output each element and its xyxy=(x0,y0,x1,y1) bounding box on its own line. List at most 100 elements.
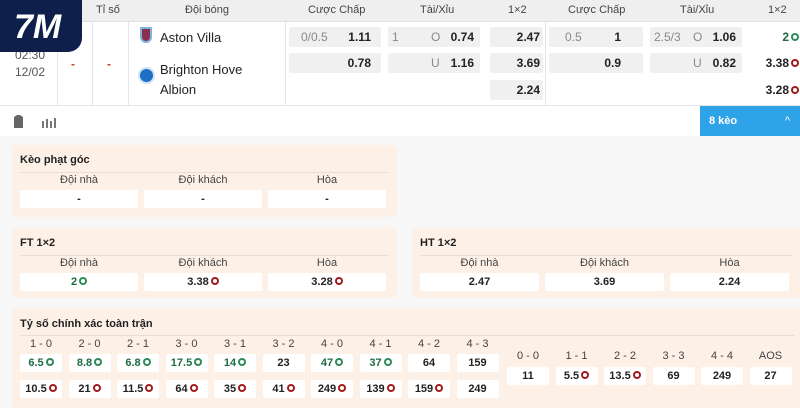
corner-odds-panel: Kèo phạt góc Đội nhà - Đội khách - Hòa - xyxy=(12,145,397,217)
aston-villa-crest-icon xyxy=(140,27,152,43)
jersey-icon[interactable] xyxy=(12,115,25,128)
odds-value: 8.8 xyxy=(76,357,93,369)
col-header: Tài/Xỉu xyxy=(680,4,715,16)
odds-cell[interactable]: 35 xyxy=(214,380,256,398)
odds-cell[interactable]: 69 xyxy=(652,367,695,385)
odds-cell[interactable]: 27 xyxy=(749,367,792,385)
odds-cell[interactable]: 8.8 xyxy=(68,354,111,372)
outcome-label: Đội khách xyxy=(580,257,629,269)
panel-title: FT 1×2 xyxy=(20,237,56,249)
odds-up-icon xyxy=(238,358,247,366)
panel-title: Kèo phạt góc xyxy=(20,154,90,166)
odds-cell[interactable]: 21 xyxy=(68,380,111,398)
col-header: 1×2 xyxy=(768,4,787,16)
odds-cell[interactable]: - xyxy=(144,190,262,208)
odds-cell[interactable]: 3.69 xyxy=(545,273,664,291)
ht-over-under-cell[interactable]: U 0.82 xyxy=(650,53,742,73)
odds-up-icon xyxy=(791,33,799,41)
odds-down-icon xyxy=(210,277,219,285)
odds-value: 11.5 xyxy=(122,383,144,395)
odds-cell[interactable]: 41 xyxy=(262,380,305,398)
ft-handicap-cell[interactable]: 0/0.5 1.11 xyxy=(289,27,381,47)
ht-handicap-cell[interactable]: 0.5 1 xyxy=(549,27,643,47)
odds-cell[interactable]: 17.5 xyxy=(165,354,208,372)
col-header: 1×2 xyxy=(508,4,527,16)
odds-cell[interactable]: - xyxy=(20,190,138,208)
score-label: 4 - 1 xyxy=(369,338,392,350)
home-team[interactable]: Aston Villa xyxy=(160,30,222,45)
chevron-up-icon: ^ xyxy=(784,115,790,127)
odds-cell[interactable]: 13.5 xyxy=(604,367,646,385)
odds-value: 0.78 xyxy=(347,56,371,70)
ft-1x2-panel: FT 1×2 Đội nhà 2 Đội khách 3.38 Hòa 3.28 xyxy=(12,228,397,298)
ht-1x2-cell[interactable]: 3.38 xyxy=(751,53,800,73)
score-label: 3 - 3 xyxy=(662,350,685,362)
away-team[interactable]: Brighton Hove Albion xyxy=(160,62,243,97)
ft-1x2-cell[interactable]: 2.24 xyxy=(490,80,543,100)
odds-down-icon xyxy=(338,384,347,392)
odds-value: 14 xyxy=(223,357,237,369)
odds-cell[interactable]: 159 xyxy=(456,354,499,372)
odds-value: 2 xyxy=(782,30,789,44)
team-col-header: Đội bóng xyxy=(185,4,230,16)
brighton-crest-icon xyxy=(138,67,155,84)
score-label: 4 - 3 xyxy=(466,338,489,350)
odds-cell[interactable]: 3.28 xyxy=(268,273,386,291)
correct-score-panel: Tỷ số chính xác toàn trận 1 - 0 6.5 10.5 2 -… xyxy=(12,308,800,408)
odds-cell[interactable]: - xyxy=(268,190,386,208)
more-odds-button[interactable]: 8 kèo ^ xyxy=(700,106,800,136)
odds-value: 159 xyxy=(468,357,487,369)
score-label: 1 - 1 xyxy=(565,350,588,362)
odds-cell[interactable]: 23 xyxy=(262,354,305,372)
odds-cell[interactable]: 10.5 xyxy=(20,380,62,398)
odds-value: 37 xyxy=(369,357,382,369)
odds-cell[interactable]: 6.5 xyxy=(20,354,62,372)
odds-cell[interactable]: 11.5 xyxy=(117,380,159,398)
panel-title: Tỷ số chính xác toàn trận xyxy=(20,318,153,330)
odds-value: 6.8 xyxy=(125,357,141,369)
ht-handicap-cell[interactable]: 0.9 xyxy=(549,53,643,73)
7m-logo-icon: 7M xyxy=(14,8,62,46)
score-label: 4 - 2 xyxy=(417,338,440,350)
score: - xyxy=(107,57,111,71)
stats-chart-icon[interactable] xyxy=(41,115,57,128)
score-label: 2 - 2 xyxy=(613,350,636,362)
odds-cell[interactable]: 249 xyxy=(311,380,353,398)
odds-value: 10.5 xyxy=(25,383,47,395)
odds-cell[interactable]: 2.24 xyxy=(670,273,789,291)
odds-cell[interactable]: 2 xyxy=(20,273,138,291)
ft-over-under-cell[interactable]: 1 O 0.74 xyxy=(388,27,480,47)
match-row[interactable]: 02:30 12/02 - - Aston Villa Brighton Hov… xyxy=(0,22,800,106)
odds-value: 3.38 xyxy=(765,56,789,70)
ft-over-under-cell[interactable]: U 1.16 xyxy=(388,53,480,73)
ft-handicap-cell[interactable]: 0.78 xyxy=(289,53,381,73)
odds-cell[interactable]: 6.8 xyxy=(117,354,159,372)
ht-1x2-cell[interactable]: 2 xyxy=(751,27,800,47)
odds-cell[interactable]: 11 xyxy=(507,367,549,385)
odds-cell[interactable]: 64 xyxy=(165,380,208,398)
ht-over-under-cell[interactable]: 2.5/3 O 1.06 xyxy=(650,27,742,47)
odds-value: 0.74 xyxy=(450,30,474,44)
odds-cell[interactable]: 14 xyxy=(214,354,256,372)
score-label: 1 - 0 xyxy=(29,338,52,350)
odds-down-icon xyxy=(791,86,799,94)
ht-score: - xyxy=(71,57,75,71)
odds-cell[interactable]: 5.5 xyxy=(555,367,598,385)
odds-value: 1 xyxy=(614,30,621,44)
odds-cell[interactable]: 249 xyxy=(456,380,499,398)
odds-cell[interactable]: 47 xyxy=(311,354,353,372)
odds-cell[interactable]: 249 xyxy=(701,367,743,385)
odds-cell[interactable]: 2.47 xyxy=(420,273,539,291)
odds-cell[interactable]: 64 xyxy=(408,354,450,372)
odds-value: 139 xyxy=(366,383,385,395)
ft-1x2-cell[interactable]: 2.47 xyxy=(490,27,543,47)
odds-value: 2.24 xyxy=(718,276,741,288)
ft-1x2-cell[interactable]: 3.69 xyxy=(490,53,543,73)
odds-cell[interactable]: 37 xyxy=(359,354,402,372)
odds-cell[interactable]: 3.38 xyxy=(144,273,262,291)
odds-cell[interactable]: 139 xyxy=(359,380,402,398)
odds-value: 2.47 xyxy=(468,276,491,288)
ht-1x2-cell[interactable]: 3.28 xyxy=(751,80,800,100)
odds-up-icon xyxy=(383,358,392,366)
odds-cell[interactable]: 159 xyxy=(408,380,450,398)
